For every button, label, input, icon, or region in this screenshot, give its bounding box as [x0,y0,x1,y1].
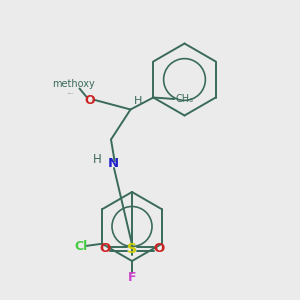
Text: O: O [85,94,95,107]
Text: H: H [134,95,142,106]
Text: CH₃: CH₃ [176,94,194,104]
Text: methoxy: methoxy [52,79,95,89]
Text: methoxy: methoxy [76,84,83,86]
Text: F: F [128,271,136,284]
Text: H: H [93,153,102,167]
Text: O: O [99,242,111,256]
Text: methoxy: methoxy [68,92,74,94]
Text: O: O [153,242,165,256]
Text: Cl: Cl [74,240,88,253]
Text: N: N [108,157,119,170]
Text: S: S [127,242,137,256]
